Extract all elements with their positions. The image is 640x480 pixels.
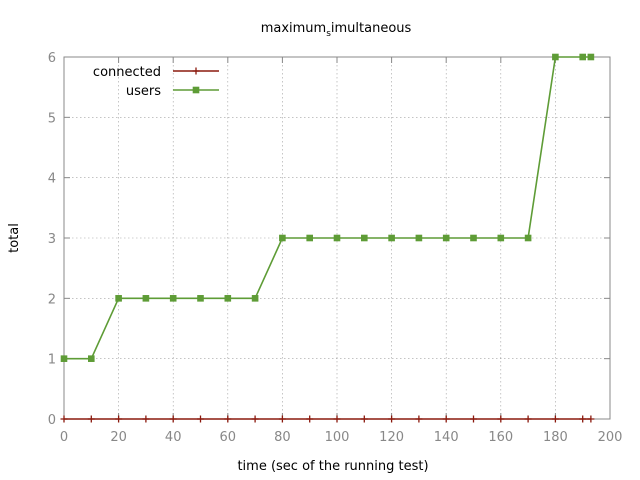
data-point-connected xyxy=(169,415,177,423)
data-point-users xyxy=(579,53,587,61)
y-tick-label: 1 xyxy=(48,353,56,368)
x-tick-label: 100 xyxy=(325,430,350,445)
chart-title-subscript: s xyxy=(326,29,331,39)
x-tick-label: 20 xyxy=(110,430,127,445)
axis-ticks: 0 20 40 60 80 100 120 140 160 180 200 0 1 2 3 4 5 6 xyxy=(48,51,623,445)
y-tick-label: 6 xyxy=(48,51,56,66)
x-tick-label: 60 xyxy=(220,430,237,445)
data-point-connected xyxy=(587,415,595,423)
data-point-users xyxy=(388,234,395,242)
y-tick-label: 3 xyxy=(48,232,56,247)
data-point-connected xyxy=(497,415,505,423)
data-point-users xyxy=(497,234,505,242)
data-point-users xyxy=(60,355,68,362)
data-point-users xyxy=(224,295,232,302)
x-tick-label: 120 xyxy=(379,430,404,445)
data-point-users xyxy=(115,295,122,302)
data-point-connected xyxy=(197,415,204,423)
data-point-connected xyxy=(360,415,368,423)
data-point-connected xyxy=(388,415,396,423)
data-point-users xyxy=(197,295,204,302)
data-point-connected xyxy=(251,415,259,423)
data-point-users xyxy=(415,234,423,242)
y-tick-label: 5 xyxy=(48,111,56,126)
x-tick-label: 80 xyxy=(274,430,291,445)
y-tick-label: 0 xyxy=(48,413,56,428)
data-point-users xyxy=(587,53,595,61)
series-line-users xyxy=(64,56,591,360)
data-point-connected xyxy=(115,415,123,423)
data-point-users xyxy=(251,295,259,302)
data-point-connected xyxy=(524,415,532,423)
data-point-users xyxy=(442,234,450,242)
data-point-connected xyxy=(470,415,477,423)
data-point-users xyxy=(88,355,95,362)
data-point-connected xyxy=(306,415,314,423)
data-point-users xyxy=(333,234,341,242)
y-tick-label: 2 xyxy=(48,292,56,307)
x-tick-label: 160 xyxy=(488,430,513,445)
legend-marker-users xyxy=(192,86,200,94)
legend-marker-connected xyxy=(192,67,200,75)
chart-title-part-1: maximum xyxy=(261,21,327,36)
data-point-users xyxy=(552,53,559,61)
data-point-connected xyxy=(579,415,587,423)
data-point-users xyxy=(306,234,314,242)
x-tick-label: 40 xyxy=(165,430,182,445)
data-point-users xyxy=(470,234,477,242)
data-point-connected xyxy=(60,415,68,423)
series-layer xyxy=(60,53,595,423)
legend-label-users: users xyxy=(126,84,161,99)
x-tick-label: 140 xyxy=(434,430,459,445)
data-point-connected xyxy=(442,415,450,423)
data-point-connected xyxy=(142,415,150,423)
x-tick-label: 200 xyxy=(598,430,623,445)
y-axis-label: total xyxy=(7,223,22,253)
data-point-connected xyxy=(333,415,341,423)
data-point-users xyxy=(360,234,368,242)
data-point-users xyxy=(524,234,532,242)
data-point-users xyxy=(279,234,286,242)
legend: connected users xyxy=(93,65,219,99)
data-point-users xyxy=(142,295,150,302)
data-point-users xyxy=(169,295,177,302)
data-point-connected xyxy=(551,415,559,423)
data-point-connected xyxy=(224,415,232,423)
chart-title: maximumsimultaneous xyxy=(261,21,412,39)
x-axis-label: time (sec of the running test) xyxy=(237,459,428,474)
series-connected xyxy=(60,415,595,423)
x-tick-label: 0 xyxy=(60,430,68,445)
data-point-connected xyxy=(87,415,95,423)
legend-label-connected: connected xyxy=(93,65,161,80)
data-point-connected xyxy=(278,415,286,423)
y-tick-label: 4 xyxy=(48,172,56,187)
chart-title-part-2: imultaneous xyxy=(331,21,412,36)
series-users xyxy=(60,53,595,362)
data-point-connected xyxy=(415,415,423,423)
x-tick-label: 180 xyxy=(543,430,568,445)
